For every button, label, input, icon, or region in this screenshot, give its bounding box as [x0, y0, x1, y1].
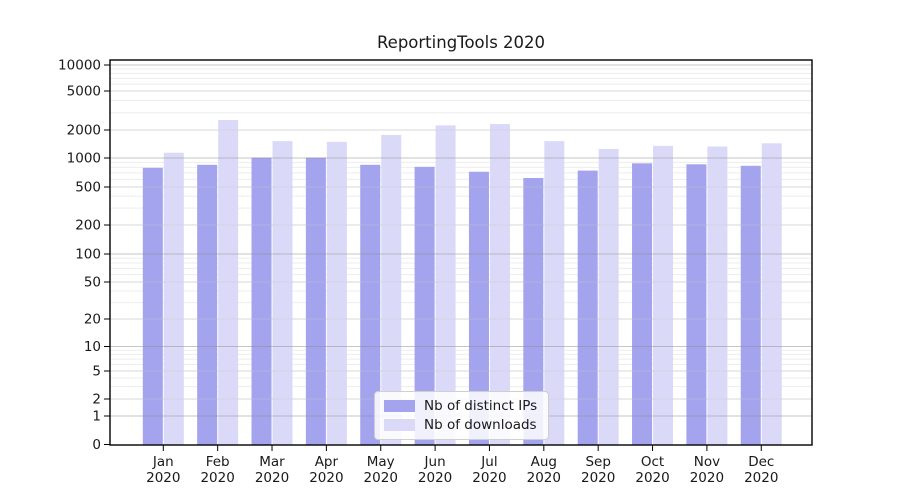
y-tick-label-500: 500	[75, 180, 101, 196]
x-tick-year-Jan: 2020	[146, 470, 180, 486]
x-tick-label-Aug: Aug	[531, 454, 557, 470]
bar-downloads-Jul	[489, 124, 510, 445]
y-tick-label-2: 2	[92, 392, 101, 408]
bar-distinct-ips-Jul	[468, 171, 489, 445]
bar-distinct-ips-Sep	[577, 170, 598, 445]
legend: Nb of distinct IPs Nb of downloads	[374, 391, 550, 440]
legend-label: Nb of downloads	[424, 417, 537, 433]
x-tick-year-Sep: 2020	[581, 470, 615, 486]
bar-downloads-Nov	[707, 146, 728, 445]
x-tick-year-Dec: 2020	[744, 470, 778, 486]
y-tick-label-5000: 5000	[67, 84, 101, 100]
bar-downloads-Jan	[163, 152, 184, 446]
y-tick-label-200: 200	[75, 218, 101, 234]
x-tick-label-Sep: Sep	[585, 454, 610, 470]
x-tick-label-Dec: Dec	[748, 454, 774, 470]
x-tick-label-Nov: Nov	[694, 454, 720, 470]
x-tick-label-Feb: Feb	[206, 454, 230, 470]
x-tick-year-Apr: 2020	[309, 470, 343, 486]
bar-downloads-Oct	[653, 145, 674, 445]
y-tick-label-50: 50	[84, 275, 101, 291]
chart-title: ReportingTools 2020	[376, 33, 546, 52]
bar-distinct-ips-Jun	[414, 166, 435, 446]
y-tick-label-1000: 1000	[67, 151, 101, 167]
y-tick-label-10: 10	[84, 339, 101, 355]
legend-swatch-distinct-ips	[384, 400, 415, 412]
bar-distinct-ips-May	[360, 164, 381, 445]
bar-distinct-ips-Dec	[740, 165, 761, 445]
x-tick-year-Nov: 2020	[690, 470, 724, 486]
x-tick-label-Mar: Mar	[259, 454, 285, 470]
bar-downloads-Mar	[272, 141, 293, 445]
bar-distinct-ips-Oct	[632, 163, 653, 445]
bar-distinct-ips-Nov	[686, 164, 707, 445]
x-tick-label-Oct: Oct	[641, 454, 664, 470]
y-tick-label-5: 5	[92, 364, 101, 380]
bar-downloads-Aug	[544, 141, 565, 445]
x-tick-label-Jul: Jul	[480, 454, 497, 470]
legend-item: Nb of downloads	[384, 417, 537, 433]
x-tick-year-Feb: 2020	[200, 470, 234, 486]
x-tick-year-Aug: 2020	[527, 470, 561, 486]
bar-downloads-Jun	[435, 125, 456, 446]
bar-downloads-Dec	[761, 143, 782, 445]
x-tick-year-Oct: 2020	[635, 470, 669, 486]
y-tick-label-10000: 10000	[58, 58, 101, 74]
plot-border	[109, 59, 813, 446]
x-tick-year-Jul: 2020	[472, 470, 506, 486]
y-tick-label-20: 20	[84, 312, 101, 328]
bar-downloads-Feb	[218, 119, 239, 446]
x-tick-label-Jun: Jun	[424, 454, 446, 470]
bar-downloads-May	[381, 134, 402, 446]
bar-downloads-Sep	[598, 148, 619, 445]
bar-distinct-ips-Jan	[142, 167, 163, 445]
y-tick-label-100: 100	[75, 247, 101, 263]
legend-item: Nb of distinct IPs	[384, 398, 537, 414]
legend-swatch-downloads	[384, 419, 415, 431]
bar-distinct-ips-Mar	[251, 157, 272, 445]
x-tick-year-Jun: 2020	[418, 470, 452, 486]
bar-distinct-ips-Feb	[197, 164, 218, 445]
x-tick-label-Apr: Apr	[315, 454, 339, 470]
y-tick-label-2000: 2000	[67, 123, 101, 139]
bar-distinct-ips-Apr	[305, 157, 326, 445]
x-tick-year-Mar: 2020	[255, 470, 289, 486]
bar-distinct-ips-Aug	[523, 178, 544, 446]
bar-downloads-Apr	[326, 141, 347, 446]
x-tick-label-May: May	[367, 454, 395, 470]
y-tick-label-0: 0	[92, 437, 101, 453]
y-tick-label-1: 1	[92, 409, 101, 425]
x-tick-year-May: 2020	[364, 470, 398, 486]
x-tick-label-Jan: Jan	[152, 454, 174, 470]
legend-label: Nb of distinct IPs	[424, 398, 538, 414]
